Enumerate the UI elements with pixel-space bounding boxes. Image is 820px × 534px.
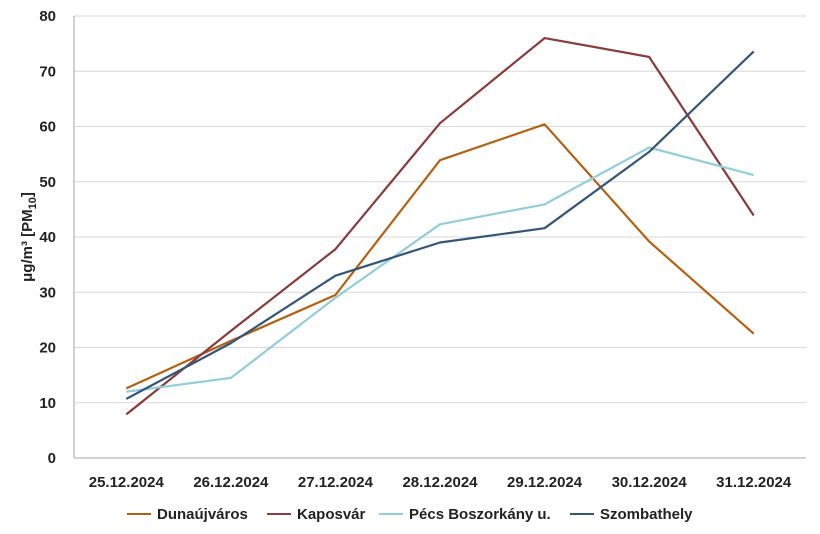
y-tick-label: 60: [39, 119, 56, 136]
y-tick-label: 70: [39, 63, 56, 80]
legend-label: Dunaújváros: [157, 505, 248, 523]
x-tick-label: 28.12.2024: [402, 474, 478, 491]
legend-item: Szombathely: [570, 502, 693, 526]
y-tick-label: 30: [39, 284, 56, 301]
y-tick-label: 40: [39, 229, 56, 246]
x-tick-label: 25.12.2024: [89, 474, 165, 491]
series-line-2: [125, 36, 755, 416]
y-tick-label: 20: [39, 340, 56, 357]
x-tick-label: 26.12.2024: [193, 474, 269, 491]
x-tick-label: 30.12.2024: [612, 474, 688, 491]
gridlines: [74, 15, 806, 404]
legend-label: Kaposvár: [297, 505, 366, 523]
y-tick-label: 10: [39, 395, 56, 412]
x-tick-label: 31.12.2024: [716, 474, 792, 491]
y-tick-label: 0: [48, 450, 56, 467]
x-tick-labels: 25.12.2024 26.12.2024 27.12.2024 28.12.2024…: [89, 474, 792, 491]
legend-item: Kaposvár: [267, 502, 365, 526]
legend-item: Pécs Boszorkány u.: [379, 502, 551, 526]
series-line-3: [126, 146, 754, 393]
x-tick-label: 27.12.2024: [298, 474, 374, 491]
legend-swatch: [267, 513, 291, 515]
series-line-4: [125, 50, 755, 400]
line-chart: 0 10 20 30 40 50 60 70 80 25.12.2024 26.12.2024 27…: [19, 8, 806, 491]
y-tick-label: 50: [39, 174, 56, 191]
legend-swatch: [127, 513, 151, 515]
legend: Dunaújváros Kaposvár Pécs Boszorkány u. Szo…: [0, 502, 820, 526]
y-axis-label: μg/m³ [PM10]: [19, 192, 39, 282]
legend-item: Dunaújváros: [127, 502, 248, 526]
y-tick-labels: 0 10 20 30 40 50 60 70 80: [39, 8, 56, 467]
legend-label: Pécs Boszorkány u.: [409, 505, 551, 523]
legend-swatch: [379, 513, 403, 515]
series-lines: [125, 36, 755, 416]
series-line-1: [125, 123, 755, 390]
y-tick-label: 80: [39, 8, 56, 25]
legend-swatch: [570, 513, 594, 515]
legend-label: Szombathely: [600, 505, 693, 523]
x-tick-label: 29.12.2024: [507, 474, 583, 491]
